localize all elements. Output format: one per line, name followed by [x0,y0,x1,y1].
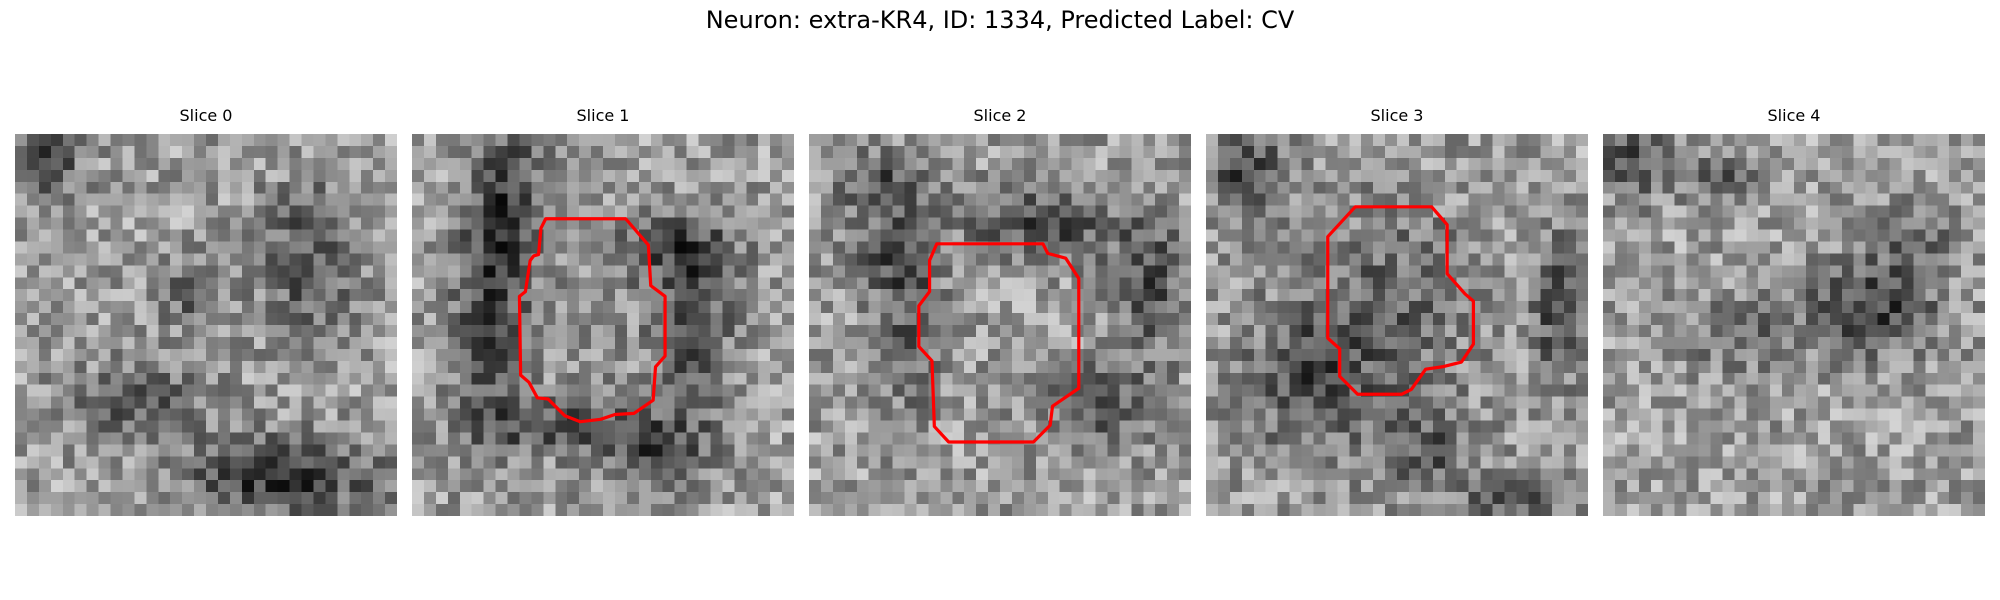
slice-pixels-2 [809,134,1191,516]
segmentation-outline-3 [1326,205,1476,396]
slice-panel-2: Slice 2 [809,106,1191,516]
slice-pixels-3 [1206,134,1588,516]
slice-pixels-1 [412,134,794,516]
slice-image-3 [1206,134,1588,516]
segmentation-outline-1 [517,217,667,424]
slice-panel-4: Slice 4 [1603,106,1985,516]
slice-image-1 [412,134,794,516]
figure-title: Neuron: extra-KR4, ID: 1334, Predicted L… [705,6,1295,34]
slice-title-1: Slice 1 [576,106,630,125]
slice-title-2: Slice 2 [973,106,1027,125]
slice-image-0 [15,134,397,516]
slice-image-4 [1603,134,1985,516]
slice-image-2 [809,134,1191,516]
slice-panel-0: Slice 0 [15,106,397,516]
segmentation-outline-2 [917,242,1081,444]
slice-title-3: Slice 3 [1370,106,1424,125]
slice-title-0: Slice 0 [179,106,233,125]
slice-pixels-4 [1603,134,1985,516]
slice-panel-3: Slice 3 [1206,106,1588,516]
slice-panel-1: Slice 1 [412,106,794,516]
slice-pixels-0 [15,134,397,516]
slice-title-4: Slice 4 [1767,106,1821,125]
